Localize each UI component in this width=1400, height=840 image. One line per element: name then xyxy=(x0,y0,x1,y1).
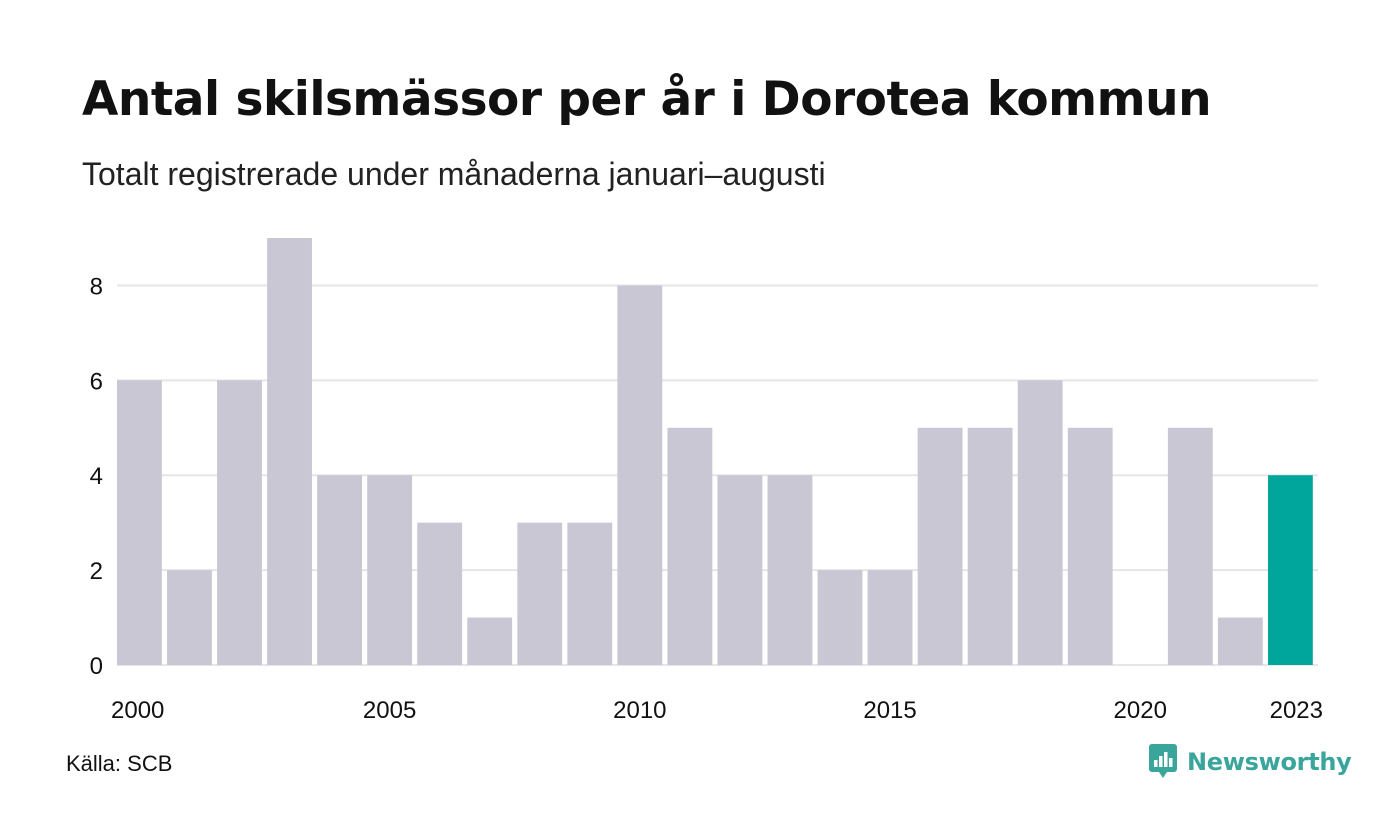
brand-name: Newsworthy xyxy=(1187,748,1352,776)
source-note: Källa: SCB xyxy=(66,751,173,776)
y-tick-label: 6 xyxy=(90,368,103,395)
x-tick-label: 2000 xyxy=(111,697,164,724)
bar-2023 xyxy=(1267,475,1313,665)
bar-2013 xyxy=(767,475,813,665)
x-tick-label: 2010 xyxy=(613,697,666,724)
y-tick-label: 8 xyxy=(90,273,103,300)
bar-2021 xyxy=(1167,427,1213,665)
chart-subtitle: Totalt registrerade under månaderna janu… xyxy=(82,156,826,192)
x-tick-label: 2023 xyxy=(1270,697,1323,724)
bar-2002 xyxy=(217,380,262,665)
bar-2005 xyxy=(367,475,413,665)
x-tick-label: 2020 xyxy=(1114,697,1167,724)
bar-2001 xyxy=(167,570,212,665)
y-tick-label: 0 xyxy=(90,653,103,680)
bar-2006 xyxy=(417,522,463,665)
bar-2017 xyxy=(967,427,1013,665)
y-tick-label: 4 xyxy=(90,463,103,490)
y-tick-label: 2 xyxy=(90,558,103,585)
x-tick-label: 2015 xyxy=(863,697,916,724)
newsworthy-logo-icon xyxy=(1149,744,1177,778)
bar-2009 xyxy=(567,522,613,665)
bar-2012 xyxy=(717,475,763,665)
bar-2000 xyxy=(117,380,162,665)
bar-2010 xyxy=(617,285,663,665)
bar-2007 xyxy=(467,617,513,665)
bar-2018 xyxy=(1017,380,1063,665)
bar-2016 xyxy=(917,427,963,665)
chart-title: Antal skilsmässor per år i Dorotea kommu… xyxy=(82,72,1212,127)
bar-2008 xyxy=(517,522,563,665)
x-tick-label: 2005 xyxy=(363,697,416,724)
bar-2004 xyxy=(317,475,363,665)
bar-2019 xyxy=(1067,427,1113,665)
x-axis-labels: 2000 2005 2010 2015 2020 2023 xyxy=(111,697,1323,724)
brand-logo: Newsworthy xyxy=(1148,742,1352,782)
bar-2011 xyxy=(667,427,713,665)
bar-2003 xyxy=(267,238,312,665)
bar-2014 xyxy=(817,570,863,665)
bars xyxy=(117,238,1313,665)
bar-2022 xyxy=(1217,617,1263,665)
bar-2015 xyxy=(867,570,913,665)
y-axis-labels: 0 2 4 6 8 xyxy=(90,273,103,680)
